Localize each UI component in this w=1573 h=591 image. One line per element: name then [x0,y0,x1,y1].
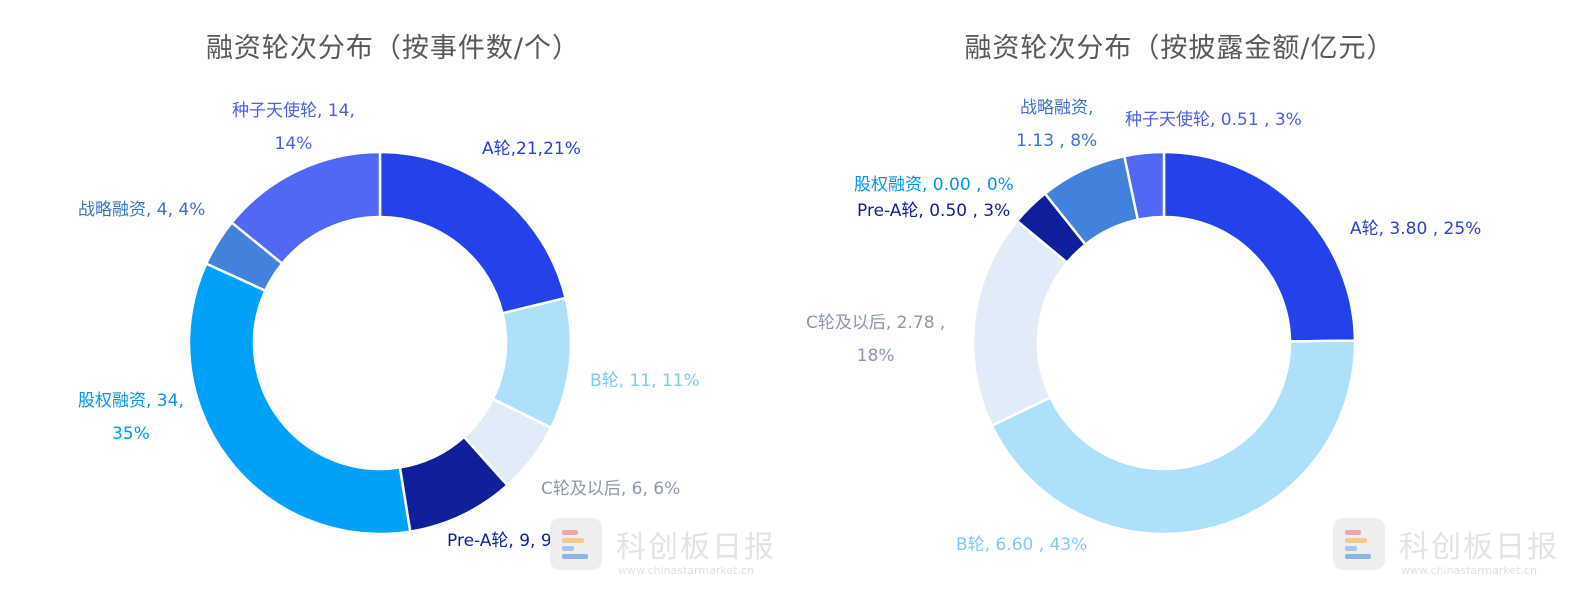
data-label-right-0: A轮, 3.80 , 25% [1350,219,1481,239]
data-label-left-4: 股权融资, 34, 35% [78,391,184,444]
donut-chart-right: A轮, 3.80 , 25% B轮, 6.60 , 43% C轮及以后, 2.78 … [806,98,1481,555]
watermark-right: 科创板日报 www.chinastarmarket.cn [1333,518,1573,588]
watermark-title: 科创板日报 [1399,530,1559,565]
watermark-url: www.chinastarmarket.cn [1401,564,1537,577]
chart-panel-right: 融资轮次分布（按披露金额/亿元） A轮, 3.80 , 25% B轮, 6.60 … [786,0,1573,591]
data-label-right-5: 战略融资, 1.13 , 8% [1016,98,1097,151]
data-label-left-2: C轮及以后, 6, 6% [541,479,680,499]
data-label-left-5: 战略融资, 4, 4% [78,200,205,220]
chart-panel-left: 融资轮次分布（按事件数/个） A轮,21,21% B轮, 11, 11% C轮及以后… [0,0,786,591]
chart-title-right: 融资轮次分布（按披露金额/亿元） [964,33,1395,64]
data-label-left-6: 种子天使轮, 14, 14% [232,100,355,154]
data-label-right-2: C轮及以后, 2.78 , 18% [806,313,945,366]
slice-right-6 [1122,150,1166,222]
data-label-left-1: B轮, 11, 11% [590,371,700,391]
data-label-right-4: Pre-A轮, 0.50 , 3% [857,201,1010,221]
watermark-url: www.chinastarmarket.cn [618,564,754,577]
slice-right-1 [990,339,1357,536]
watermark-logo-icon [1333,518,1385,570]
watermark-logo-icon [550,518,602,570]
data-label-left-0: A轮,21,21% [482,139,581,159]
slice-left-4 [187,261,412,536]
slice-left-0 [378,150,568,315]
watermark-title: 科创板日报 [616,530,776,565]
data-label-left-3: Pre-A轮, 9, 9% [447,531,568,551]
donut-chart-left: A轮,21,21% B轮, 11, 11% C轮及以后, 6, 6% Pre-A轮, … [78,100,700,551]
data-label-right-6: 种子天使轮, 0.51 , 3% [1125,109,1302,130]
slice-right-0 [1162,150,1357,343]
data-label-right-3: 股权融资, 0.00 , 0% [854,175,1014,195]
data-label-right-1: B轮, 6.60 , 43% [956,535,1087,555]
slice-left-6 [229,150,382,266]
chart-title-left: 融资轮次分布（按事件数/个） [205,33,581,64]
watermark-left: 科创板日报 www.chinastarmarket.cn [550,518,790,588]
